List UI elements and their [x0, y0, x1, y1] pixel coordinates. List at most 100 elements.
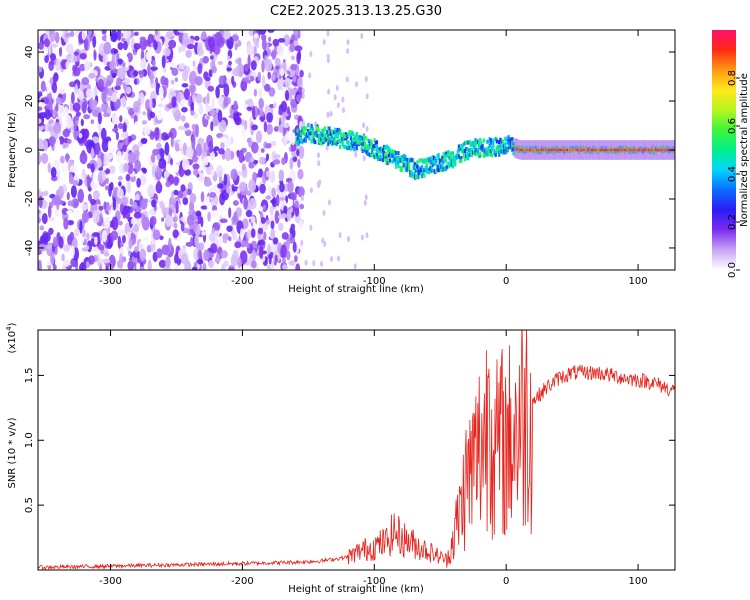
- spectrogram-cell: [326, 137, 329, 142]
- spectrogram-cell: [320, 260, 323, 267]
- spectrogram-cell: [478, 143, 481, 148]
- spectrogram-cell: [326, 30, 330, 37]
- spectrogram-cell: [84, 60, 91, 72]
- spectrogram-cell: [178, 63, 185, 70]
- spectrogram-cell: [559, 148, 563, 152]
- spectrogram-cell: [152, 229, 161, 241]
- spectrogram-cell: [266, 123, 273, 135]
- spectrogram-cell: [478, 145, 481, 150]
- spectrogram-cell: [298, 145, 305, 159]
- y-tick-label: -40: [24, 240, 35, 256]
- spectrogram-cell: [500, 145, 503, 150]
- spectrogram-cell: [192, 94, 196, 103]
- spectrogram-cell: [392, 158, 395, 163]
- spectrogram-cell: [364, 76, 368, 82]
- spectrogram-cell: [213, 230, 220, 238]
- spectrogram-cell: [105, 177, 109, 185]
- spectrogram-cell: [137, 70, 145, 75]
- spectrogram-cell: [430, 168, 433, 173]
- spectrogram-cell: [380, 149, 383, 154]
- spectrogram-cell: [144, 198, 149, 204]
- spectrogram-cell: [156, 248, 163, 259]
- spectrogram-cell: [191, 123, 197, 131]
- spectrogram-cell: [296, 77, 302, 87]
- spectrogram-cell: [208, 259, 215, 268]
- spectrogram-cell: [280, 244, 288, 259]
- spectrogram-cell: [197, 250, 203, 259]
- spectrogram-cell: [180, 115, 186, 122]
- spectrogram-cell: [340, 139, 343, 144]
- spectrogram-cell: [147, 259, 152, 270]
- spectrogram-cell: [352, 144, 355, 149]
- spectrogram-cell: [603, 148, 606, 152]
- spectrogram-cell: [283, 205, 288, 214]
- spectrogram-cell: [122, 122, 127, 134]
- spectrogram-cell: [163, 77, 169, 86]
- spectrogram-cell: [309, 131, 312, 136]
- spectrogram-cell: [637, 148, 640, 152]
- spectrogram-cell: [210, 169, 215, 176]
- spectrogram-cell: [257, 71, 262, 82]
- spectrogram-cell: [326, 134, 329, 139]
- spectrogram-cell: [149, 98, 153, 111]
- spectrogram-cell: [581, 148, 584, 152]
- spectrogram-cell: [438, 161, 441, 166]
- spectrogram-cell: [341, 96, 345, 103]
- spectrogram-cell: [278, 109, 283, 116]
- spectrogram-cell: [302, 120, 305, 127]
- spectrogram-cell: [558, 148, 561, 152]
- spectrogram-cell: [66, 191, 70, 201]
- spectrogram-cell: [297, 138, 300, 142]
- spectrogram-cell: [512, 141, 515, 146]
- spectrogram-cell: [216, 165, 224, 178]
- spectrogram-cell: [91, 99, 98, 108]
- spectrogram-cell: [470, 148, 473, 153]
- spectrogram-cell: [47, 205, 52, 218]
- spectrogram-cell: [297, 186, 305, 198]
- spectrogram-cell: [459, 159, 462, 164]
- spectrogram-cell: [345, 134, 348, 139]
- spectrogram-cell: [79, 53, 87, 60]
- spectrogram-cell: [348, 130, 351, 135]
- spectrogram-cell: [258, 97, 264, 110]
- colorbar-tick-label: 0.8: [727, 70, 738, 86]
- spectrogram-cell: [459, 146, 462, 151]
- spectrogram-cell: [139, 248, 147, 262]
- spectrogram-cell: [548, 148, 551, 152]
- spectrogram-cell: [77, 188, 84, 203]
- spectrogram-cell: [411, 158, 414, 163]
- spectrogram-cell: [97, 78, 104, 89]
- spectrogram-cell: [469, 143, 472, 147]
- spectrogram-cell: [151, 199, 157, 208]
- spectrogram-cell: [103, 165, 107, 171]
- spectrogram-cell: [332, 138, 335, 143]
- spectrogram-cell: [322, 137, 325, 142]
- spectrogram-cell: [394, 164, 398, 169]
- spectrogram-cell: [337, 138, 341, 143]
- spectrogram-cell: [334, 133, 337, 138]
- spectrogram-cell: [54, 209, 59, 217]
- spectrogram-cell: [502, 149, 506, 154]
- spectrogram-cell: [413, 162, 417, 167]
- spectrogram-cell: [133, 70, 139, 77]
- spectrogram-cell: [195, 143, 203, 157]
- spectrogram-cell: [210, 151, 215, 161]
- spectrogram-cell: [436, 154, 439, 158]
- spectrogram-cell: [467, 140, 470, 145]
- spectrogram-cell: [531, 148, 534, 152]
- spectrogram-cell: [55, 137, 61, 151]
- spectrogram-cell: [322, 129, 325, 134]
- spectrogram-cell: [101, 171, 107, 181]
- spectrogram-cell: [473, 145, 476, 150]
- spectrogram-cell: [301, 140, 304, 145]
- spectrogram-cell: [405, 168, 408, 173]
- spectrogram-cell: [464, 140, 468, 145]
- spectrogram-cell: [323, 240, 327, 247]
- snr-plot: -300 -200 -100 0 100 0.5 1.0 1.5: [24, 329, 676, 587]
- spectrogram-cell: [335, 131, 338, 136]
- spectrogram-cell: [258, 30, 267, 35]
- spectrogram-cell: [48, 227, 54, 235]
- spectrogram-cell: [111, 216, 119, 231]
- spectrogram-cell: [647, 148, 650, 152]
- spectrogram-cell: [567, 148, 570, 152]
